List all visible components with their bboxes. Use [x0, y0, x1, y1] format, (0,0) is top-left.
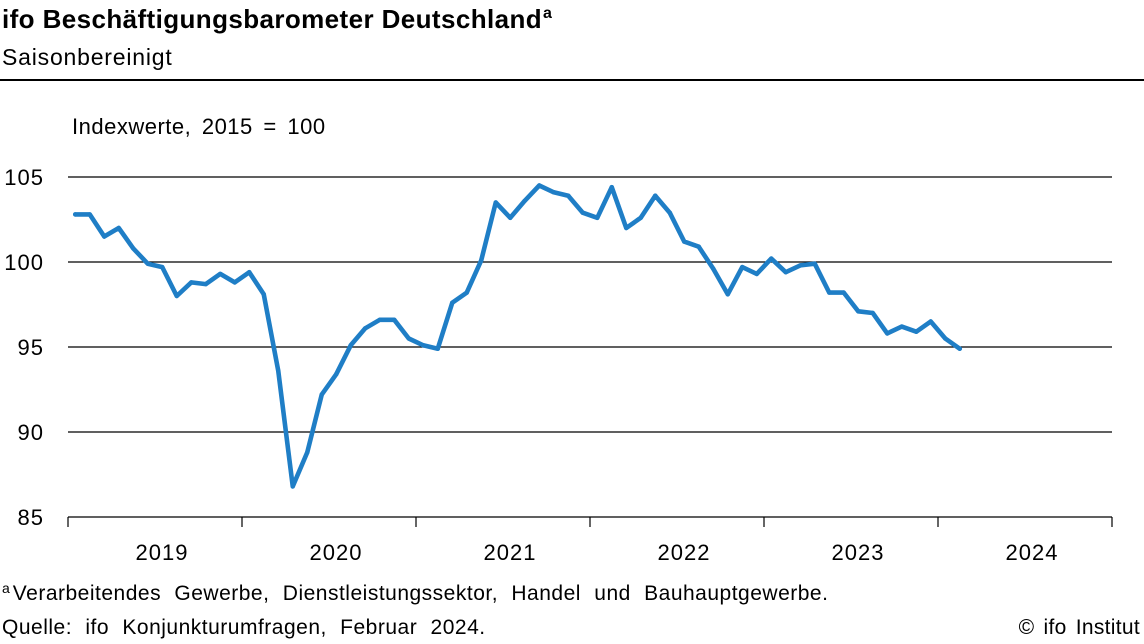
data-point-2019-04 [116, 225, 121, 231]
data-point-2023-07 [856, 309, 861, 314]
source-note: Quelle: ifo Konjunkturumfragen, Februar … [2, 616, 486, 639]
data-point-2021-03 [450, 300, 455, 305]
data-point-2023-09 [885, 331, 890, 336]
data-point-2022-06 [667, 210, 672, 215]
data-point-2019-02 [87, 212, 92, 217]
data-point-2021-04 [464, 290, 469, 295]
y-tick-label-95: 95 [18, 335, 44, 360]
data-point-2024-01 [943, 336, 948, 341]
data-point-2022-02 [609, 185, 614, 190]
data-point-2020-07 [334, 372, 339, 377]
data-point-2022-07 [682, 239, 687, 244]
data-point-2020-09 [363, 326, 368, 331]
data-point-2020-04 [290, 484, 295, 489]
x-tick-label-2022: 2022 [658, 540, 711, 565]
data-point-2021-01 [421, 343, 426, 348]
data-point-2022-12 [754, 271, 759, 277]
data-point-2023-06 [841, 290, 846, 295]
data-point-2022-01 [595, 215, 600, 220]
data-point-2019-06 [145, 261, 150, 266]
y-axis-title: Indexwerte, 2015 = 100 [72, 114, 326, 139]
data-point-2023-03 [798, 263, 803, 268]
y-tick-label-100: 100 [4, 250, 44, 275]
footnote-marker: a [2, 580, 10, 596]
y-tick-label-85: 85 [18, 505, 44, 530]
data-point-2023-05 [827, 290, 832, 295]
data-point-2022-10 [725, 292, 730, 297]
data-point-2021-11 [566, 193, 571, 198]
data-point-2019-03 [102, 234, 107, 239]
data-point-2021-09 [537, 183, 542, 188]
data-point-2019-05 [131, 246, 136, 251]
x-tick-label-2019: 2019 [136, 540, 189, 565]
data-point-2022-08 [696, 244, 701, 249]
data-point-2024-02 [957, 346, 962, 351]
series-group [72, 183, 963, 489]
data-point-2023-08 [870, 310, 875, 316]
data-point-2019-01 [73, 212, 78, 217]
x-tick-label-2020: 2020 [310, 540, 363, 565]
data-point-2021-02 [435, 346, 440, 351]
data-point-2022-11 [740, 264, 745, 270]
data-point-2019-07 [160, 264, 165, 270]
data-point-2023-04 [812, 261, 817, 266]
data-point-2022-04 [638, 215, 643, 220]
data-point-2021-06 [493, 200, 498, 205]
data-point-2020-05 [305, 450, 310, 455]
data-point-2021-07 [508, 215, 513, 220]
data-point-2021-08 [522, 198, 527, 203]
data-point-2023-02 [783, 270, 788, 275]
x-tick-label-2023: 2023 [832, 540, 885, 565]
data-point-2022-05 [653, 193, 658, 198]
data-point-2023-12 [928, 319, 933, 324]
y-tick-label-105: 105 [4, 165, 44, 190]
header-divider [0, 79, 1144, 81]
data-point-2023-10 [899, 324, 904, 329]
footnote-text: Verarbeitendes Gewerbe, Dienstleistungss… [12, 582, 829, 605]
data-point-2023-11 [914, 329, 919, 334]
chart-title-text: ifo Beschäftigungsbarometer Deutschland [2, 4, 543, 34]
chart-subtitle: Saisonbereinigt [2, 44, 173, 70]
footnote: a Verarbeitendes Gewerbe, Dienstleistungs… [2, 580, 829, 607]
chart-title: ifo Beschäftigungsbarometer Deutschlanda [2, 4, 552, 39]
data-point-2019-12 [232, 280, 237, 285]
x-axis: 2019 2020 2021 2022 2023 2024 [67, 517, 1113, 565]
x-tick-label-2024: 2024 [1006, 540, 1059, 565]
data-point-2020-10 [377, 317, 382, 322]
series-line [72, 183, 963, 489]
data-point-2020-12 [406, 336, 411, 341]
data-point-2019-09 [189, 280, 194, 285]
data-point-2019-11 [218, 271, 223, 277]
data-point-2020-08 [348, 343, 353, 348]
data-point-2022-03 [624, 225, 629, 231]
data-point-2021-12 [580, 210, 585, 215]
data-point-2020-01 [247, 270, 252, 275]
title-footnote-marker: a [543, 5, 552, 22]
data-point-2021-05 [479, 258, 484, 263]
data-point-2020-11 [392, 317, 397, 322]
data-point-2020-03 [276, 368, 281, 373]
data-point-2019-08 [174, 293, 179, 299]
y-tick-label-90: 90 [18, 420, 44, 445]
data-point-2020-06 [319, 392, 324, 397]
data-point-2020-02 [261, 292, 266, 297]
data-point-2019-10 [203, 281, 208, 287]
data-point-2023-01 [769, 256, 774, 261]
x-tick-label-2021: 2021 [484, 540, 537, 565]
y-axis-tick-labels: 85 90 95 100 105 [4, 165, 44, 530]
copyright-note: © ifo Institut [1018, 616, 1140, 639]
data-point-2022-09 [711, 266, 716, 271]
data-point-2021-10 [551, 190, 556, 195]
